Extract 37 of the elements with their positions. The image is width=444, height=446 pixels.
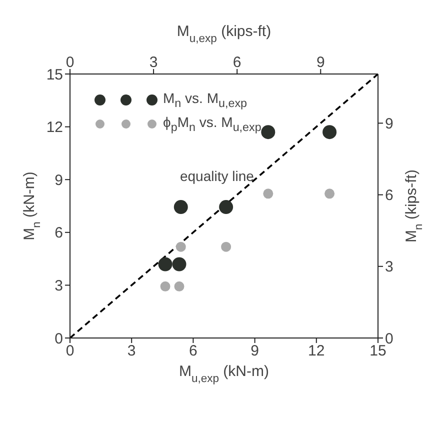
point: [176, 242, 186, 252]
y-tick-label: 9: [54, 172, 63, 189]
x-tick-label: 9: [250, 342, 259, 360]
x-tick-label: 3: [127, 342, 136, 360]
point: [263, 188, 274, 199]
point: [174, 200, 188, 214]
y-tick-label: 15: [46, 66, 63, 84]
point: [324, 188, 335, 199]
x-axis-title: M$_{u,exp}$ (kN-m): [178, 363, 270, 385]
point: [174, 281, 184, 292]
legend-label: ϕ$_{p}$M$_{n}$ vs. M$_{u,exp}$: [163, 114, 262, 134]
y2-tick-label: 3: [385, 258, 394, 276]
point: [219, 200, 234, 214]
x2-tick-label: 3: [149, 54, 158, 71]
point: [172, 257, 186, 272]
annotation: equality line: [180, 168, 254, 184]
point: [261, 125, 276, 140]
x-tick-label: 0: [66, 342, 74, 360]
x-tick-label: 12: [308, 342, 325, 360]
x2-tick-label: 6: [232, 54, 242, 71]
point: [221, 242, 232, 252]
y2-tick-label: 9: [385, 115, 394, 132]
y-tick-label: 0: [54, 330, 63, 348]
y-tick-label: 12: [46, 119, 63, 136]
x-tick-label: 6: [189, 342, 198, 360]
y2-tick-label: 6: [385, 187, 394, 204]
x2-axis-title: M$_{u,exp}$ (kips-ft): [176, 23, 272, 45]
x2-tick-label: 0: [66, 54, 74, 71]
y-tick-label: 6: [54, 224, 63, 242]
point: [322, 125, 337, 140]
x-tick-label: 15: [370, 342, 386, 360]
y-tick-label: 3: [54, 278, 63, 295]
point: [158, 257, 172, 272]
legend-label: M$_{n}$ vs. M$_{u,exp}$: [163, 90, 248, 110]
point: [160, 281, 170, 292]
y2-tick-label: 0: [385, 330, 394, 348]
x2-tick-label: 9: [316, 54, 325, 71]
